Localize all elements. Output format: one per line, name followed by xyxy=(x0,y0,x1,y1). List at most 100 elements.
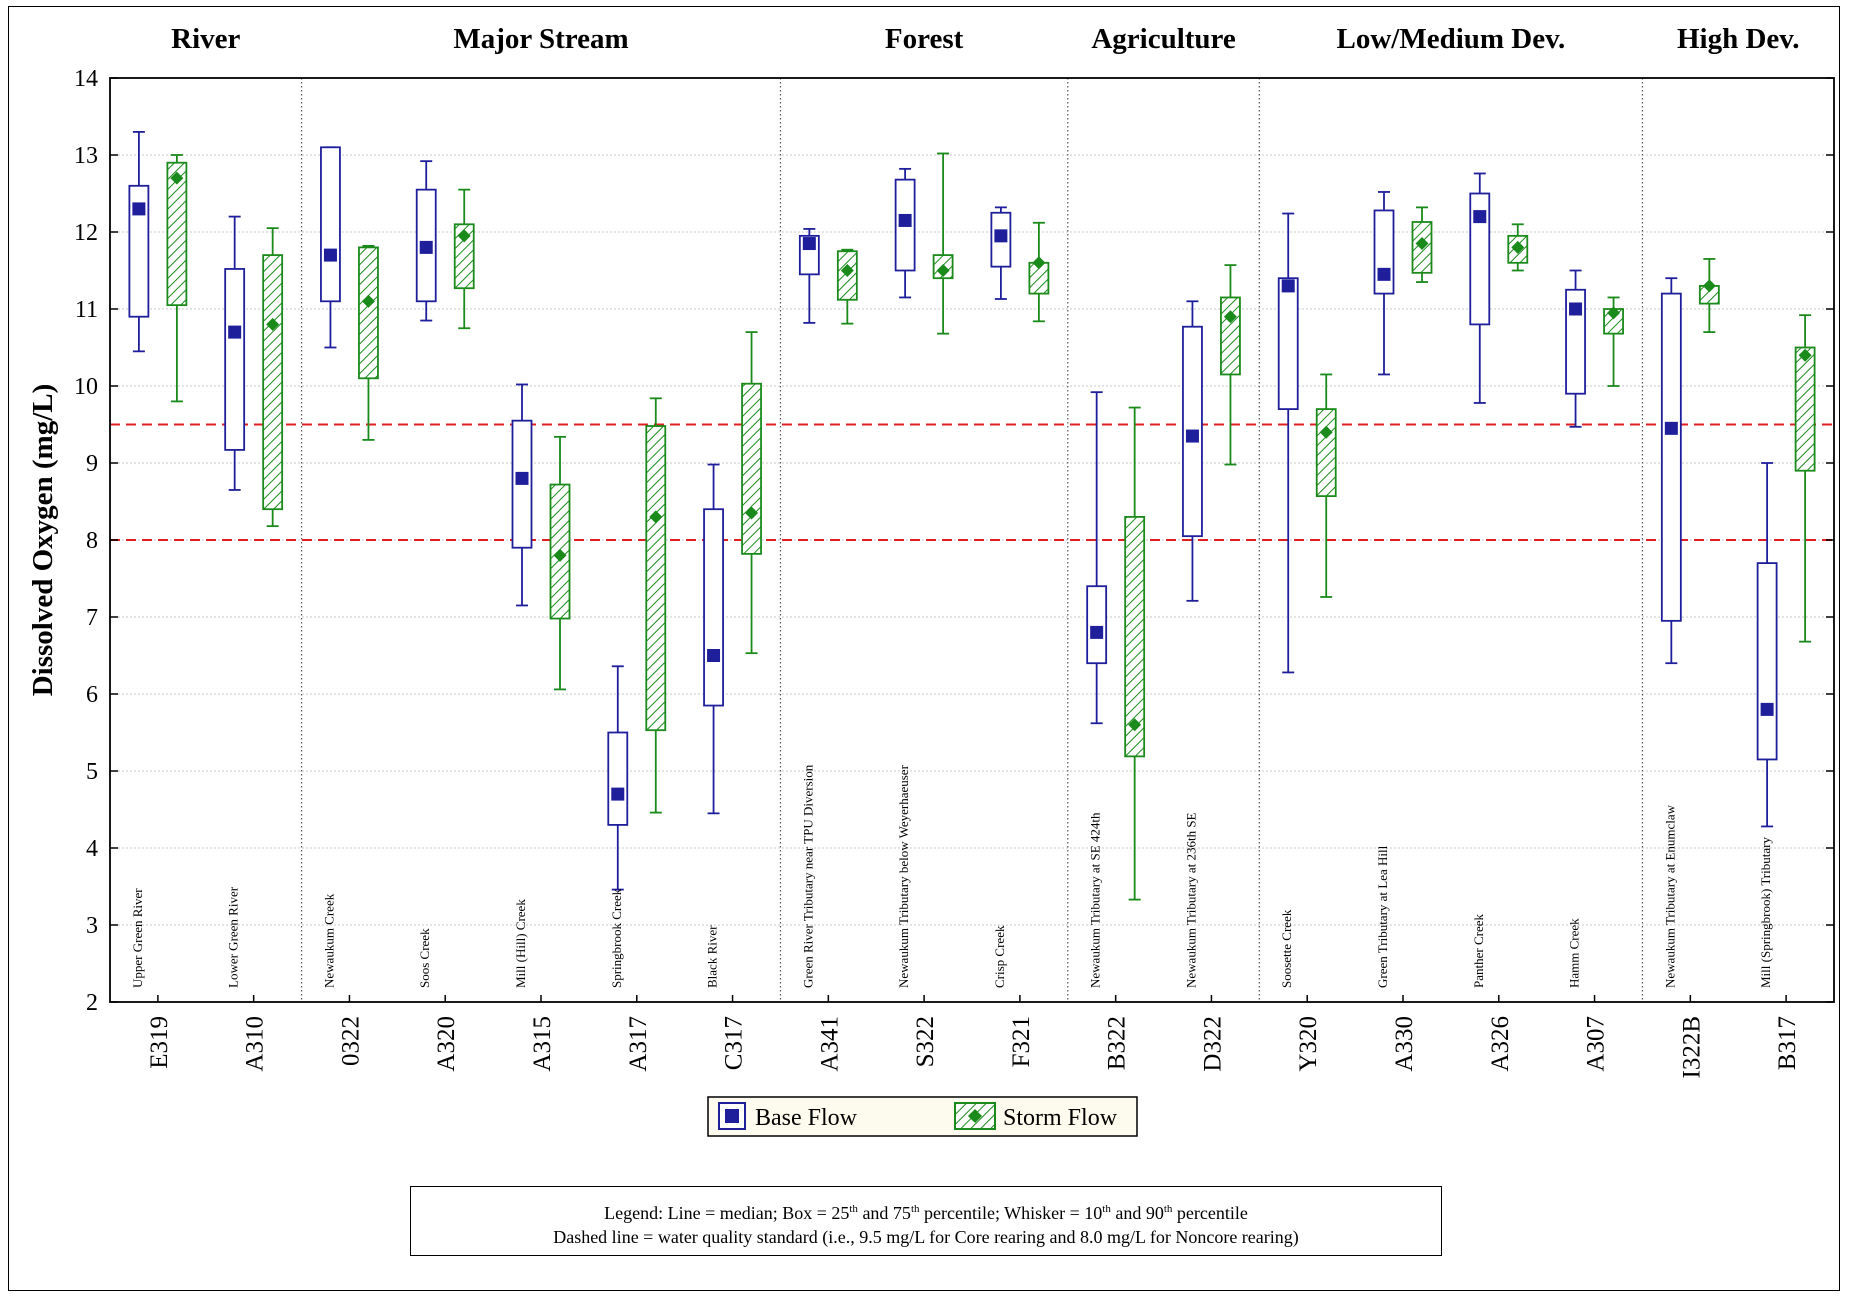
group-header: High Dev. xyxy=(1677,23,1799,55)
site-code-label: A320 xyxy=(433,1016,460,1072)
site-code-label: E319 xyxy=(146,1016,173,1069)
site-name-label: Mill (Hill) Creek xyxy=(513,899,528,988)
y-tick-label: 13 xyxy=(74,143,98,169)
site-code-label: 0322 xyxy=(337,1016,364,1066)
y-tick-label: 7 xyxy=(86,605,98,631)
storm-box xyxy=(453,223,475,290)
base-median-marker xyxy=(1377,267,1391,281)
site-name-label: Black River xyxy=(705,925,720,988)
base-box xyxy=(1277,277,1299,411)
storm-median-marker xyxy=(936,264,950,277)
y-tick-label: 10 xyxy=(74,374,98,400)
storm-median-marker xyxy=(1798,348,1812,362)
y-tick-label: 8 xyxy=(86,528,98,554)
base-box xyxy=(1469,192,1491,326)
storm-median-marker xyxy=(1607,306,1621,320)
storm-median-marker xyxy=(1702,279,1716,293)
base-box xyxy=(1660,292,1682,622)
legend-storm-label: Storm Flow xyxy=(1003,1105,1118,1131)
base-median-marker xyxy=(1281,279,1295,293)
storm-median-marker xyxy=(553,548,567,562)
base-box xyxy=(128,184,150,318)
base-median-marker xyxy=(1473,210,1487,224)
base-median-marker xyxy=(515,471,529,485)
storm-box xyxy=(1794,346,1816,472)
storm-box xyxy=(645,425,667,732)
storm-median-marker xyxy=(1415,237,1429,251)
site-name-label: Soos Creek xyxy=(417,928,432,988)
legend-box xyxy=(707,1096,1138,1137)
site-code-label: A310 xyxy=(242,1016,269,1072)
site-name-label: Newaukum Tributary at 236th SE xyxy=(1183,812,1198,988)
base-median-marker xyxy=(898,213,912,227)
site-name-label: Mill (Springbrook) Tributary xyxy=(1758,837,1773,988)
base-box xyxy=(320,146,341,303)
storm-box xyxy=(741,382,762,555)
site-name-label: Green Tributary at Lea Hill xyxy=(1375,845,1390,988)
group-header: Forest xyxy=(885,23,964,55)
y-axis-title: Dissolved Oxygen (mg/L) xyxy=(27,384,59,697)
site-name-label: Newaukum Tributary at SE 424th xyxy=(1088,812,1103,988)
group-header: Major Stream xyxy=(453,23,628,55)
base-box xyxy=(703,508,724,707)
base-median-marker xyxy=(802,237,816,251)
site-code-label: I322B xyxy=(1678,1016,1705,1079)
site-name-label: Panther Creek xyxy=(1471,913,1486,988)
base-median-marker xyxy=(419,240,433,254)
site-name-label: Crisp Creek xyxy=(992,925,1007,988)
legend-base-label: Base Flow xyxy=(755,1105,858,1131)
site-name-label: Springbrook Creek xyxy=(609,888,624,988)
storm-box xyxy=(1315,408,1337,498)
site-code-label: Y320 xyxy=(1295,1016,1322,1072)
site-code-label: D322 xyxy=(1199,1016,1226,1072)
storm-median-marker xyxy=(361,294,375,308)
site-name-label: Upper Green River xyxy=(130,888,145,988)
base-median-marker xyxy=(228,325,242,339)
site-name-label: Hamm Creek xyxy=(1567,918,1582,988)
y-tick-label: 2 xyxy=(86,990,98,1016)
site-name-label: Newaukum Tributary below Weyerhaeuser xyxy=(896,764,911,988)
site-name-label: Green River Tributary near TPU Diversion xyxy=(800,764,815,988)
base-median-marker xyxy=(994,229,1008,243)
storm-box xyxy=(358,246,379,380)
site-code-label: F321 xyxy=(1008,1016,1035,1067)
base-box xyxy=(1373,209,1395,295)
base-box xyxy=(1756,562,1778,761)
y-tick-label: 14 xyxy=(74,66,98,92)
site-code-label: A341 xyxy=(816,1016,843,1072)
site-code-label: B322 xyxy=(1104,1016,1131,1070)
site-code-label: S322 xyxy=(912,1016,939,1067)
group-header: River xyxy=(171,23,240,55)
base-median-marker xyxy=(132,202,146,216)
site-code-label: C317 xyxy=(721,1016,748,1070)
note-line-2: Dashed line = water quality standard (i.… xyxy=(553,1227,1299,1247)
storm-median-marker xyxy=(649,510,663,524)
y-tick-label: 11 xyxy=(75,297,98,323)
site-name-label: Lower Green River xyxy=(226,886,241,988)
site-code-label: A326 xyxy=(1487,1016,1514,1072)
storm-median-marker xyxy=(1128,718,1142,732)
storm-median-marker xyxy=(1032,256,1046,270)
storm-median-marker xyxy=(266,317,280,331)
base-median-marker xyxy=(323,248,337,262)
base-median-marker xyxy=(1760,702,1774,716)
base-median-marker xyxy=(1569,302,1583,316)
base-box xyxy=(224,268,246,451)
storm-median-marker xyxy=(840,264,854,277)
figure-frame xyxy=(8,6,1840,1291)
storm-box xyxy=(1124,516,1146,758)
base-box xyxy=(1086,585,1108,665)
group-header: Agriculture xyxy=(1091,23,1236,55)
y-tick-label: 6 xyxy=(86,682,98,708)
site-code-label: A330 xyxy=(1391,1016,1418,1072)
site-code-label: B317 xyxy=(1774,1016,1801,1070)
legend-base-marker xyxy=(725,1109,739,1123)
site-name-label: Newaukum Tributary at Enumclaw xyxy=(1662,804,1677,988)
y-tick-label: 5 xyxy=(86,759,98,785)
group-header: Low/Medium Dev. xyxy=(1336,23,1565,55)
site-code-label: A317 xyxy=(625,1016,652,1072)
base-median-marker xyxy=(707,649,721,662)
y-tick-label: 9 xyxy=(86,451,98,477)
base-median-marker xyxy=(1185,429,1199,443)
